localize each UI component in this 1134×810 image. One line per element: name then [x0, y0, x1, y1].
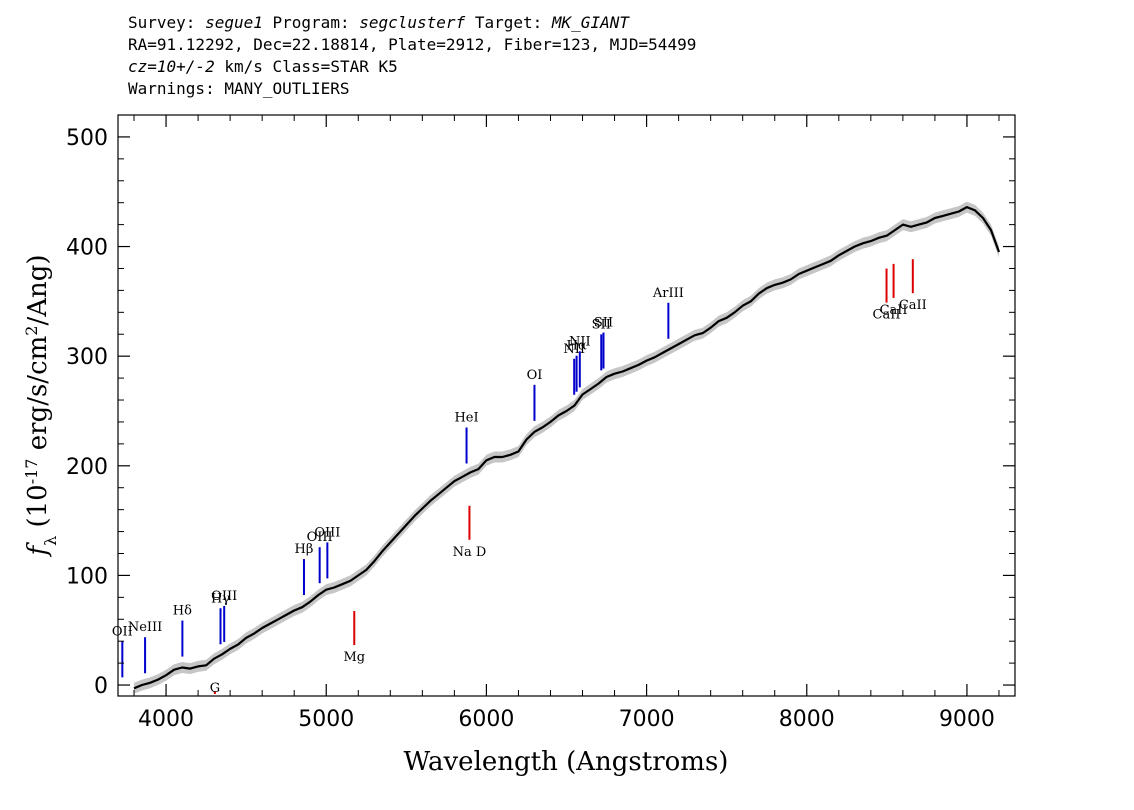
absorption-label-caii-4: CaII — [880, 303, 908, 318]
x-tick-label-6000: 6000 — [458, 707, 514, 732]
x-tick-label-5000: 5000 — [298, 707, 354, 732]
header-line-2: RA=91.12292, Dec=22.18814, Plate=2912, F… — [128, 35, 697, 54]
emission-label-h-11: Hα — [567, 339, 587, 354]
warnings-line: Warnings: MANY_OUTLIERS — [128, 79, 350, 98]
spectrum-layer — [133, 201, 1001, 694]
target-label: Target: — [474, 13, 543, 32]
plot-frame — [117, 114, 1016, 697]
spectral-line-markers: OIINeIIIHδHγOIIIHβOIIIOIIIHeIOINIIHαNIIS… — [112, 259, 927, 696]
redshift-units: km/s — [224, 57, 263, 76]
redshift-value: cz=10+/-2 — [128, 57, 215, 76]
emission-label-oii-0: OII — [112, 624, 133, 639]
spectrum-line-0 — [133, 206, 1001, 690]
emission-label-sii-13: SII — [592, 317, 611, 332]
emission-label-sii-14: SII — [594, 316, 613, 331]
emission-label-oiii-4: OIII — [211, 589, 237, 604]
y-tick-label-200: 200 — [66, 455, 108, 480]
class-value: Class=STAR K5 — [272, 57, 398, 76]
emission-label-oi-9: OI — [527, 368, 543, 383]
error-band-0 — [134, 201, 999, 694]
emission-label-h-3: Hγ — [211, 591, 230, 606]
absorption-label-g-0: G — [210, 681, 220, 696]
x-tick-label-8000: 8000 — [779, 707, 835, 732]
y-tick-label-400: 400 — [66, 236, 108, 261]
y-tick-label-100: 100 — [66, 564, 108, 589]
x-axis-label: Wavelength (Angstroms) — [404, 747, 729, 777]
emission-label-oiii-7: OIII — [314, 525, 340, 540]
axes: 4000 5000 6000 7000 8000 9000 0 100 200 300 400 500 — [66, 115, 1015, 732]
survey-label: Survey: — [128, 13, 196, 32]
emission-label-h-2: Hδ — [173, 604, 192, 619]
emission-label-nii-12: NII — [569, 334, 591, 349]
absorption-label-caii-5: CaII — [899, 298, 927, 313]
emission-label-neiii-1: NeIII — [128, 620, 162, 635]
emission-label-h-5: Hβ — [295, 542, 314, 557]
target-value: MK_GIANT — [551, 13, 629, 32]
x-tick-label-7000: 7000 — [619, 707, 675, 732]
program-label: Program: — [272, 13, 350, 32]
absorption-label-caii-3: CaII — [873, 308, 901, 323]
emission-label-ariii-15: ArIII — [652, 286, 684, 301]
x-tick-label-4000: 4000 — [138, 707, 194, 732]
y-tick-label-0: 0 — [94, 674, 108, 699]
y-tick-label-300: 300 — [66, 345, 108, 370]
header-line-1: Survey: segue1 Program: segclusterf Targ… — [128, 12, 696, 34]
emission-label-hei-8: HeI — [454, 411, 478, 426]
y-axis-label: fλ (10-17 erg/s/cm2/Ang) — [22, 254, 60, 557]
y-tick-label-500: 500 — [66, 126, 108, 151]
absorption-label-mg-1: Mg — [343, 650, 365, 665]
header-line-3: cz=10+/-2 km/s Class=STAR K5 — [128, 56, 696, 78]
program-value: segclusterf — [359, 13, 466, 32]
absorption-label-na-d-2: Na D — [453, 545, 487, 560]
emission-label-oiii-6: OIII — [307, 530, 333, 545]
x-tick-label-9000: 9000 — [939, 707, 995, 732]
survey-value: segue1 — [205, 13, 263, 32]
spectrum-header: Survey: segue1 Program: segclusterf Targ… — [128, 12, 696, 100]
